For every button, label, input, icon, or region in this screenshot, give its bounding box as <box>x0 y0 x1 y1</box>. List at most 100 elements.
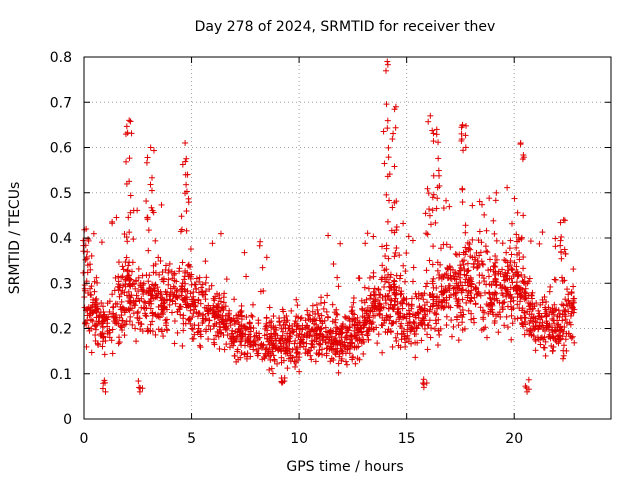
data-point <box>557 336 564 343</box>
data-point <box>403 335 410 342</box>
data-point <box>476 228 483 235</box>
data-point <box>146 300 153 307</box>
data-point <box>358 297 365 304</box>
data-point <box>406 310 413 317</box>
data-point <box>430 296 437 303</box>
data-point <box>223 341 230 348</box>
data-point <box>91 307 98 314</box>
data-point <box>540 344 547 351</box>
data-point <box>217 323 224 330</box>
data-point <box>366 274 373 281</box>
data-point <box>308 356 315 363</box>
data-point <box>294 302 301 309</box>
data-point <box>551 327 558 334</box>
data-point <box>116 339 123 346</box>
data-point <box>430 130 437 137</box>
data-point <box>440 274 447 281</box>
data-point <box>549 305 556 312</box>
data-point <box>454 302 461 309</box>
data-point <box>113 214 120 221</box>
data-point <box>106 308 113 315</box>
data-point <box>294 344 301 351</box>
data-point <box>562 250 569 257</box>
data-point <box>80 242 87 249</box>
data-point <box>265 338 272 345</box>
data-point <box>370 288 377 295</box>
data-point <box>152 331 159 338</box>
data-point <box>185 261 192 268</box>
data-point <box>389 320 396 327</box>
data-point <box>456 267 463 274</box>
data-point <box>202 279 209 286</box>
data-point <box>323 352 330 359</box>
data-point <box>343 335 350 342</box>
data-point <box>187 273 194 280</box>
data-point <box>462 144 469 151</box>
data-point <box>450 291 457 298</box>
data-point <box>433 126 440 133</box>
data-point <box>217 230 224 237</box>
data-point <box>393 244 400 251</box>
data-point <box>312 358 319 365</box>
data-point <box>196 278 203 285</box>
data-point <box>410 264 417 271</box>
data-point <box>99 330 106 337</box>
data-point <box>208 282 215 289</box>
data-point <box>237 354 244 361</box>
data-point <box>491 230 498 237</box>
data-point <box>458 130 465 137</box>
data-point <box>473 249 480 256</box>
data-point <box>495 270 502 277</box>
data-point <box>529 289 536 296</box>
y-tick-label: 0.5 <box>50 186 72 202</box>
data-point <box>382 300 389 307</box>
data-point <box>200 311 207 318</box>
data-point <box>125 262 132 269</box>
data-point <box>479 260 486 267</box>
data-point <box>183 155 190 162</box>
data-point <box>339 338 346 345</box>
data-point <box>115 340 122 347</box>
data-point <box>126 259 133 266</box>
data-point <box>90 230 97 237</box>
data-point <box>560 355 567 362</box>
data-point <box>131 280 138 287</box>
data-point <box>495 329 502 336</box>
data-point <box>455 270 462 277</box>
data-point <box>391 253 398 260</box>
data-point <box>472 286 479 293</box>
data-point <box>352 360 359 367</box>
data-point <box>93 295 100 302</box>
data-point <box>359 306 366 313</box>
data-point <box>509 220 516 227</box>
data-point <box>273 344 280 351</box>
data-point <box>379 262 386 269</box>
data-point <box>253 347 260 354</box>
data-point <box>85 237 92 244</box>
data-point <box>394 330 401 337</box>
data-point <box>437 261 444 268</box>
data-point <box>270 313 277 320</box>
data-point <box>476 290 483 297</box>
data-point <box>508 303 515 310</box>
data-point <box>351 322 358 329</box>
data-point <box>343 314 350 321</box>
data-point <box>126 298 133 305</box>
data-point <box>520 152 527 159</box>
data-point <box>182 320 189 327</box>
data-point <box>515 284 522 291</box>
data-point <box>459 199 466 206</box>
data-point <box>164 297 171 304</box>
data-point <box>424 231 431 238</box>
data-point <box>513 231 520 238</box>
data-point <box>250 346 257 353</box>
data-point <box>361 284 368 291</box>
data-point <box>474 263 481 270</box>
data-point <box>268 318 275 325</box>
data-point <box>109 326 116 333</box>
data-point <box>183 188 190 195</box>
data-point <box>245 326 252 333</box>
data-point <box>530 327 537 334</box>
data-point <box>106 334 113 341</box>
data-point <box>197 327 204 334</box>
